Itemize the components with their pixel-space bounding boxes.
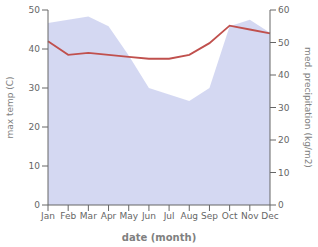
svg-text:50: 50 bbox=[29, 5, 41, 15]
svg-text:20: 20 bbox=[278, 135, 290, 145]
svg-text:Mar: Mar bbox=[80, 211, 97, 221]
svg-text:date (month): date (month) bbox=[122, 232, 196, 243]
svg-text:Jun: Jun bbox=[141, 211, 156, 221]
svg-text:40: 40 bbox=[29, 44, 41, 54]
svg-text:May: May bbox=[119, 211, 138, 221]
svg-text:Oct: Oct bbox=[222, 211, 238, 221]
svg-text:0: 0 bbox=[278, 200, 284, 210]
svg-text:Feb: Feb bbox=[60, 211, 76, 221]
svg-text:Aug: Aug bbox=[180, 211, 198, 221]
svg-text:Apr: Apr bbox=[101, 211, 117, 221]
svg-text:Sep: Sep bbox=[201, 211, 218, 221]
svg-text:Nov: Nov bbox=[241, 211, 259, 221]
svg-text:60: 60 bbox=[278, 5, 290, 15]
svg-text:10: 10 bbox=[278, 168, 290, 178]
svg-text:0: 0 bbox=[34, 200, 40, 210]
svg-text:30: 30 bbox=[278, 103, 290, 113]
svg-text:20: 20 bbox=[29, 122, 41, 132]
svg-text:50: 50 bbox=[278, 38, 290, 48]
svg-text:Jul: Jul bbox=[163, 211, 175, 221]
svg-text:Jan: Jan bbox=[40, 211, 55, 221]
svg-text:30: 30 bbox=[29, 83, 41, 93]
svg-text:10: 10 bbox=[29, 161, 41, 171]
svg-text:Dec: Dec bbox=[261, 211, 278, 221]
svg-text:40: 40 bbox=[278, 70, 290, 80]
svg-text:med. precipitation (kg/m2): med. precipitation (kg/m2) bbox=[303, 47, 310, 168]
svg-text:max temp (C): max temp (C) bbox=[8, 76, 15, 138]
